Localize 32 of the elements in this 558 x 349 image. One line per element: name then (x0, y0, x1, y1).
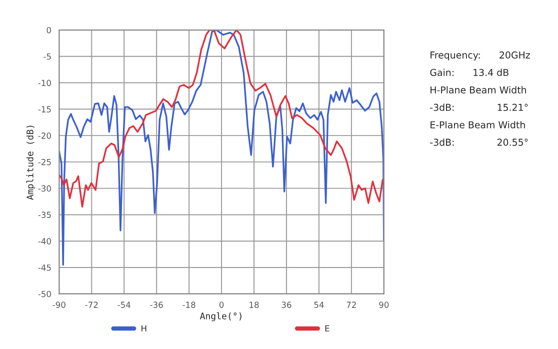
x-tick-label: 72 (346, 302, 356, 308)
y-tick-label: -20 (38, 132, 51, 139)
legend-label: E (325, 325, 330, 332)
y-tick-label: -30 (38, 185, 51, 192)
y-tick-label: -5 (44, 53, 51, 60)
x-tick-label: -54 (118, 302, 130, 308)
text: E-Plane Beam Width (430, 121, 525, 128)
text: -3dB: 20.55° (430, 138, 528, 146)
legend-label: H (142, 325, 146, 332)
y-axis-title: Amplitude (dB) (26, 126, 36, 200)
y-tick-label: -40 (38, 238, 51, 244)
x-axis-title: Angle(°) (200, 312, 242, 322)
x-tick-label: 18 (250, 302, 259, 308)
x-tick-label: -90 (52, 302, 66, 308)
x-tick-label: -72 (85, 302, 98, 308)
x-tick-label: -36 (150, 302, 163, 308)
y-tick-label: -15 (38, 106, 51, 112)
text: Frequency: 20GHz (430, 51, 530, 60)
x-tick-label: 90 (379, 302, 389, 308)
y-tick-label: -35 (38, 212, 51, 218)
x-tick-label: -18 (182, 302, 196, 308)
y-tick-label: -25 (38, 158, 51, 166)
x-tick-label: 36 (282, 302, 292, 308)
y-tick-label: 0 (46, 26, 51, 34)
text: -3dB: 15.21° (430, 104, 528, 111)
text: Gain: 13.4 dB (430, 68, 508, 76)
x-tick-label: 54 (314, 302, 324, 308)
text: H-Plane Beam Width (430, 86, 526, 94)
y-tick-label: -10 (38, 80, 51, 86)
x-tick-label: 0 (219, 302, 224, 308)
y-tick-label: -50 (38, 290, 51, 298)
y-tick-label: -45 (38, 264, 51, 271)
